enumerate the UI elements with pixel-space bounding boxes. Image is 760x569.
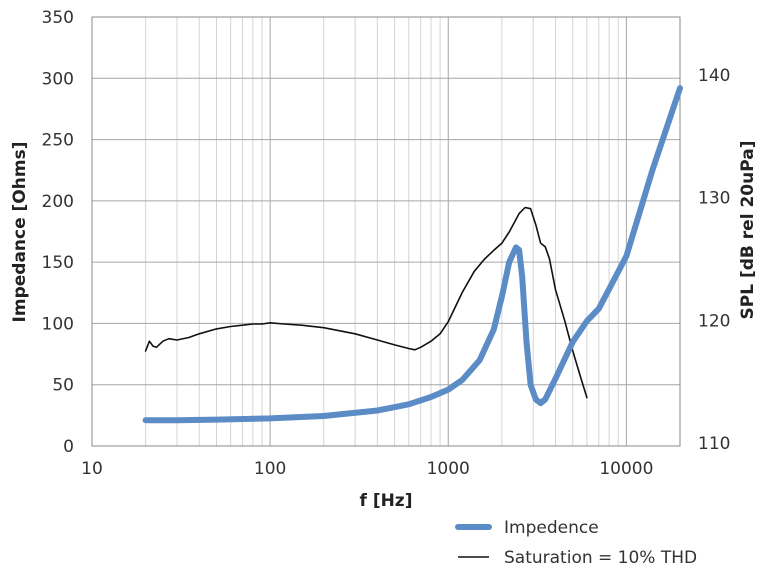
x-tick-label: 100 — [254, 459, 286, 479]
y-left-tick-label: 0 — [63, 437, 74, 457]
x-tick-label: 10 — [81, 459, 103, 479]
x-axis-title: f [Hz] — [360, 491, 413, 511]
series-line-saturation — [144, 206, 588, 399]
y-left-tick-label: 50 — [52, 376, 74, 396]
y-right-tick-label: 120 — [698, 311, 730, 331]
minor-gridlines — [145, 17, 619, 446]
y-left-tick-label: 100 — [42, 314, 74, 334]
y-left-tick-label: 200 — [42, 192, 74, 212]
plot-frame — [91, 16, 681, 447]
y-left-tick-label: 350 — [42, 8, 74, 28]
y-right-tick-label: 130 — [698, 189, 730, 209]
legend-label-impedance: Impedence — [504, 518, 599, 538]
y-left-tick-label: 300 — [42, 69, 74, 89]
series-layer — [142, 85, 683, 424]
y-left-tick-label: 150 — [42, 253, 74, 273]
x-tick-label: 1000 — [427, 459, 470, 479]
tick-labels: 10 100 1000 10000 0 50 100 150 200 250 300 350 110 12… — [42, 8, 731, 479]
y-left-tick-label: 250 — [42, 131, 74, 151]
y-axis-left-title: Impedance [Ohms] — [10, 142, 30, 323]
legend: Impedence Saturation = 10% THD — [455, 518, 697, 568]
series-line-impedance — [142, 85, 683, 424]
x-tick-label: 10000 — [599, 459, 653, 479]
y-axis-right-title: SPL [dB rel 20uPa] — [738, 141, 758, 320]
y-right-tick-label: 140 — [698, 66, 730, 86]
y-right-tick-label: 110 — [698, 434, 730, 454]
legend-label-saturation: Saturation = 10% THD — [504, 548, 697, 568]
